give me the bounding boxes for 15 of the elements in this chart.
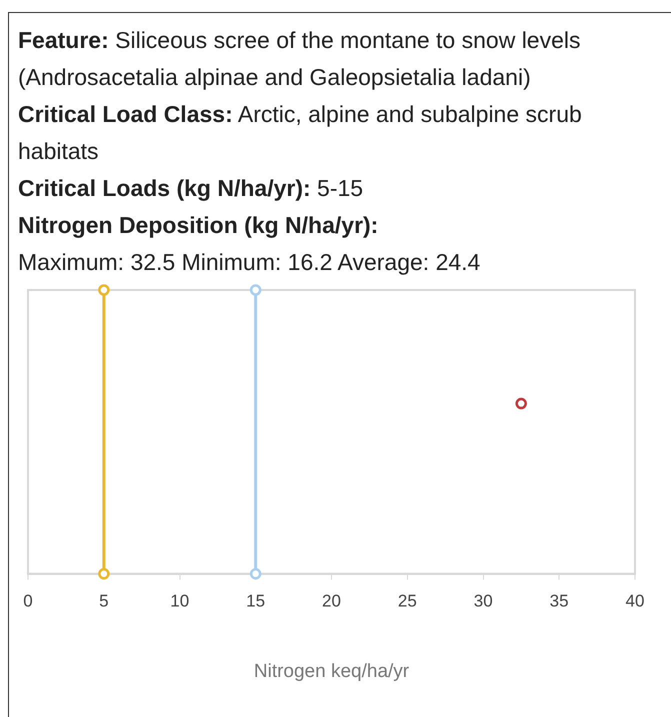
x-tick-label: 35	[550, 592, 569, 611]
text: Feature: Siliceous scree of the montane to snow levels (Androsacetalia alpinae and Galeopsietalia ladani)	[18, 27, 580, 90]
x-tick-label: 5	[99, 592, 109, 611]
chart-subtitle: Maximum: 32.5 Minimum: 16.2 Average: 24.4	[18, 248, 482, 277]
text: Nitrogen Deposition (kg N/ha/yr):	[18, 212, 378, 238]
x-axis-title: Nitrogen keq/ha/yr	[254, 660, 410, 682]
x-tick-label: 25	[398, 592, 417, 611]
x-tick-label: 0	[23, 592, 33, 611]
x-tick-label: 30	[474, 592, 493, 611]
text: Critical Load Class: Arctic, alpine and subalpine scrub habitats	[18, 101, 582, 164]
x-tick-label: 40	[626, 592, 644, 611]
x-tick-label: 15	[246, 592, 266, 611]
text: Critical Loads (kg N/ha/yr): 5-15	[18, 175, 364, 201]
x-tick-label: 20	[322, 592, 341, 611]
x-tick-label: 10	[170, 592, 190, 611]
